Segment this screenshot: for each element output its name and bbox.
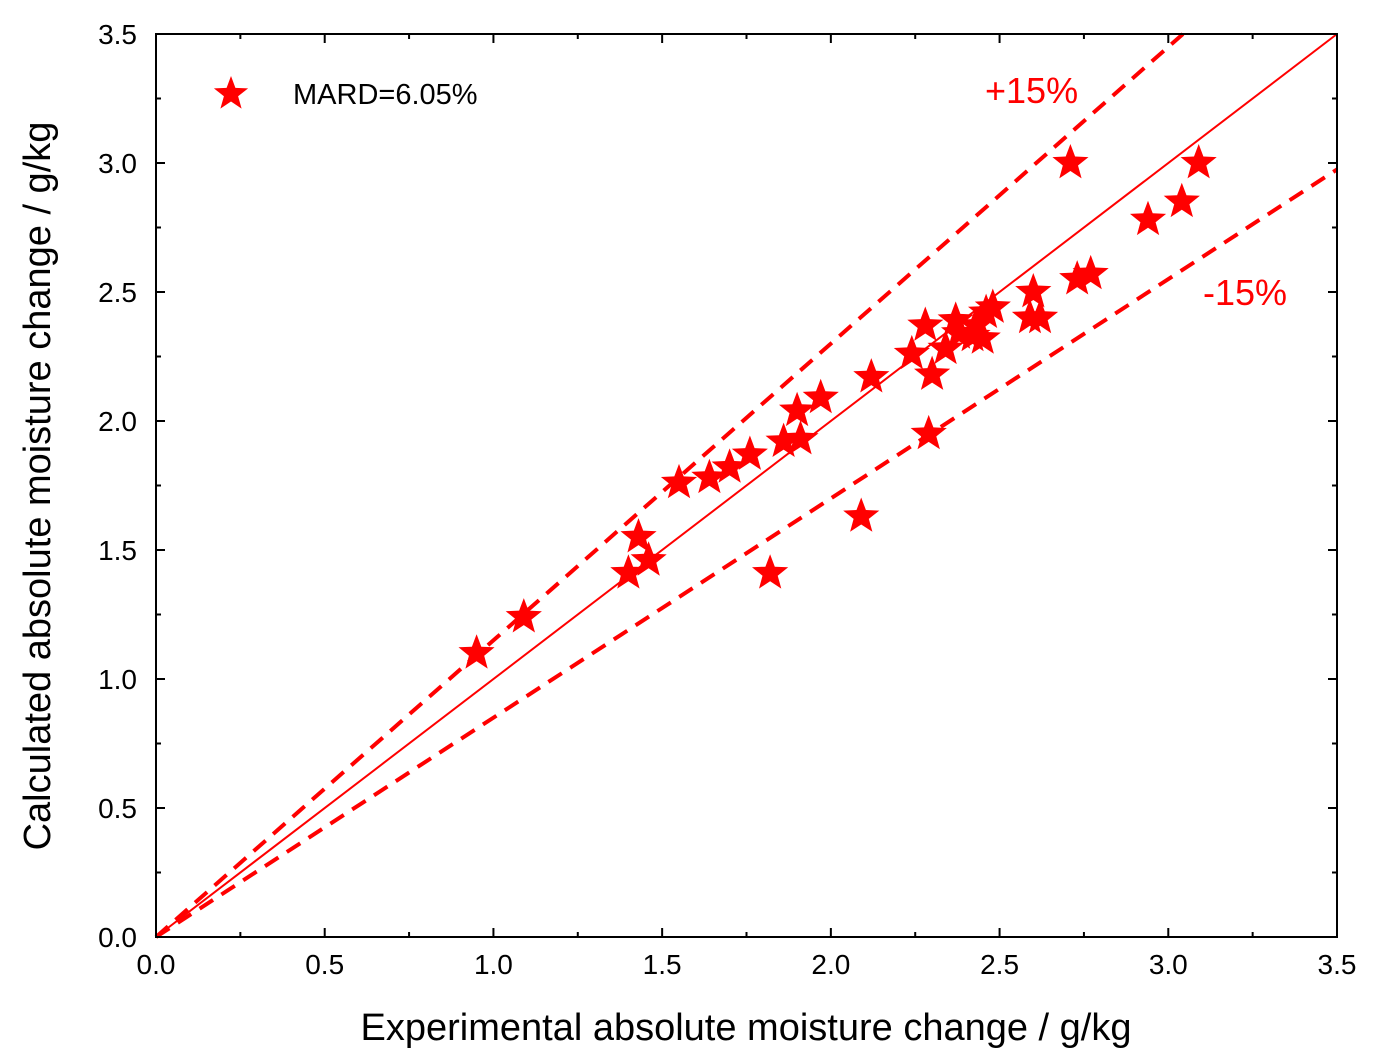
data-point: [752, 554, 789, 589]
x-tick-label: 1.5: [643, 949, 682, 980]
data-point: [691, 458, 728, 494]
data-point: [927, 329, 964, 365]
data-point: [1072, 254, 1109, 290]
x-tick-label: 1.0: [474, 949, 513, 980]
legend-star-marker: [213, 76, 249, 109]
data-point: [711, 448, 748, 483]
y-tick-label: 3.0: [98, 148, 137, 179]
data-point: [907, 306, 944, 341]
y-axis-title: Calculated absolute moisture change / g/…: [17, 122, 59, 851]
y-tick-label: 0.5: [98, 793, 137, 824]
y-tick-label: 3.5: [98, 19, 137, 50]
data-point: [1052, 144, 1089, 179]
data-points: [458, 144, 1217, 669]
data-point: [1163, 182, 1200, 218]
data-point: [1015, 273, 1052, 308]
data-point: [505, 598, 542, 633]
data-point: [660, 463, 698, 499]
data-point: [974, 288, 1011, 323]
data-point: [893, 334, 930, 370]
data-point: [610, 554, 647, 589]
data-point: [1130, 200, 1167, 236]
minus-15-percent-label: -15%: [1203, 272, 1287, 313]
data-point: [630, 541, 667, 576]
data-point: [731, 435, 768, 470]
reference-line-plus15pct: [154, 32, 1185, 939]
data-point: [1059, 260, 1096, 295]
x-tick-label: 2.5: [980, 949, 1019, 980]
x-axis-title: Experimental absolute moisture change / …: [361, 1007, 1132, 1049]
y-tick-label: 2.0: [98, 406, 137, 437]
data-point: [957, 306, 994, 341]
data-point: [1180, 144, 1217, 179]
data-point: [1022, 298, 1059, 334]
data-point: [914, 355, 951, 390]
x-tick-label: 0.5: [305, 949, 344, 980]
x-tick-label: 2.0: [811, 949, 850, 980]
x-tick-label: 3.5: [1318, 949, 1357, 980]
plus-15-percent-label: +15%: [985, 70, 1078, 111]
data-point: [802, 378, 839, 414]
reference-lines: [154, 32, 1339, 939]
data-point: [779, 391, 816, 427]
data-point: [782, 420, 819, 455]
legend: MARD=6.05%: [213, 76, 478, 111]
y-tick-label: 1.0: [98, 664, 137, 695]
data-point: [458, 634, 495, 669]
x-tick-label: 0.0: [137, 949, 176, 980]
axis-ticks: [155, 33, 1338, 938]
y-tick-label: 0.0: [98, 922, 137, 953]
legend-label: MARD=6.05%: [293, 79, 478, 111]
reference-line-yeqx: [155, 33, 1338, 938]
data-point: [843, 497, 880, 532]
x-tick-label: 3.0: [1149, 949, 1188, 980]
data-point: [964, 319, 1001, 354]
reference-line-minus15pct: [154, 167, 1339, 939]
data-point: [910, 414, 947, 450]
y-tick-label: 1.5: [98, 535, 137, 566]
data-point: [853, 358, 890, 393]
data-point: [620, 518, 657, 553]
data-point: [937, 301, 974, 336]
y-tick-label: 2.5: [98, 277, 137, 308]
data-point: [765, 422, 802, 457]
tick-labels: 0.0 0.5 1.0 1.5 2.0 2.5 3.0 3.5 0.0 0.5 1.0 1.5 2.0 2…: [98, 19, 1356, 980]
